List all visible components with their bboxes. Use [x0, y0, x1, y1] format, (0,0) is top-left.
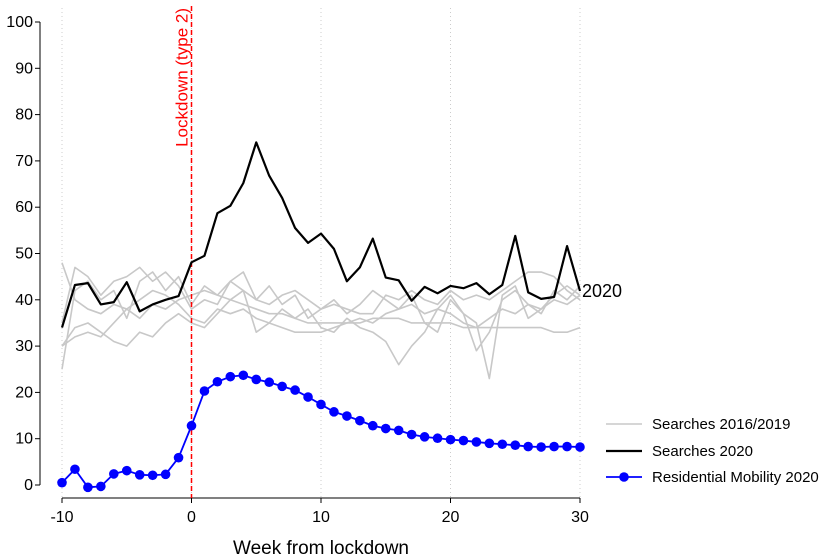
mobility-point [471, 437, 482, 447]
background-series-line-1 [61, 289, 581, 347]
mobility-point [445, 434, 456, 445]
mobility-point [342, 411, 352, 421]
background-series-line-5 [61, 266, 581, 324]
gridlines [61, 8, 581, 498]
x-tick-label-0: 0 [187, 509, 196, 526]
legend-marker-residential-mobility [619, 472, 629, 482]
mobility-point [251, 374, 262, 385]
x-tick-label-20: 20 [442, 509, 460, 526]
y-tick-label-60: 60 [15, 199, 33, 216]
y-tick-label-0: 0 [24, 477, 33, 494]
mobility-point [562, 441, 572, 452]
series-end-label: 2020 [582, 281, 622, 301]
lockdown-label: Lockdown (type 2) [173, 8, 192, 147]
y-tick-label-100: 100 [6, 14, 33, 31]
mobility-point [199, 386, 210, 396]
legend: Searches 2016/2019 Searches 2020 Residen… [606, 416, 819, 486]
mobility-point [121, 465, 132, 476]
mobility-point [406, 429, 417, 440]
y-tick-label-90: 90 [15, 60, 33, 77]
mobility-point [329, 407, 339, 417]
mobility-point [393, 425, 404, 436]
mobility-point [134, 470, 145, 480]
mobility-point [368, 420, 378, 431]
ticks: 0 10 20 30 40 50 60 70 80 90 100 -10 0 10 20 30 [6, 14, 589, 526]
mobility-point [83, 482, 93, 493]
background-series-line-2 [61, 262, 581, 334]
mobility-point [277, 381, 287, 392]
x-axis-title: Week from lockdown [233, 538, 409, 557]
mobility-point [238, 370, 249, 381]
mobility-point [57, 477, 67, 488]
legend-label-residential-mobility: Residential Mobility 2020 [652, 469, 819, 486]
mobility-point [160, 469, 171, 480]
y-tick-label-20: 20 [15, 384, 33, 401]
mobility-point [147, 470, 158, 481]
mobility-point [173, 452, 184, 463]
mobility-point [212, 376, 223, 387]
mobility-point [186, 420, 197, 431]
y-tick-label-70: 70 [15, 153, 33, 170]
mobility-point [549, 441, 559, 452]
y-tick-label-50: 50 [15, 246, 33, 263]
y-tick-label-40: 40 [15, 292, 33, 309]
y-tick-label-10: 10 [15, 431, 33, 448]
lockdown-marker: Lockdown (type 2) [173, 6, 193, 498]
mobility-point [303, 392, 313, 402]
mobility-point [575, 442, 585, 452]
axes [39, 22, 580, 499]
x-tick-label-10: 10 [312, 509, 330, 526]
y-tick-label-30: 30 [15, 338, 33, 355]
mobility-point [290, 385, 300, 395]
mobility-point [96, 481, 106, 492]
searches-2020-line [60, 141, 582, 328]
legend-label-searches-2020: Searches 2020 [652, 443, 753, 460]
mobility-point [264, 377, 275, 388]
y-tick-label-80: 80 [15, 107, 33, 124]
background-series-line-4 [61, 285, 581, 380]
main-series-group [57, 141, 585, 493]
x-tick-label--10: -10 [50, 509, 73, 526]
mobility-point [432, 433, 443, 444]
mobility-point [109, 469, 119, 479]
mobility-point [380, 423, 391, 434]
mobility-point [484, 438, 495, 449]
mobility-point [510, 440, 521, 450]
mobility-point [536, 442, 546, 452]
mobility-point [225, 371, 236, 382]
background-series-group [61, 262, 581, 380]
mobility-point [316, 399, 326, 410]
mobility-point [355, 415, 365, 426]
mobility-point [497, 439, 508, 450]
mobility-point [419, 432, 430, 442]
x-tick-label-30: 30 [571, 509, 589, 526]
mobility-point [523, 441, 533, 452]
legend-label-searches-2016-2019: Searches 2016/2019 [652, 416, 790, 433]
mobility-point [458, 435, 469, 446]
mobility-point [70, 464, 80, 475]
